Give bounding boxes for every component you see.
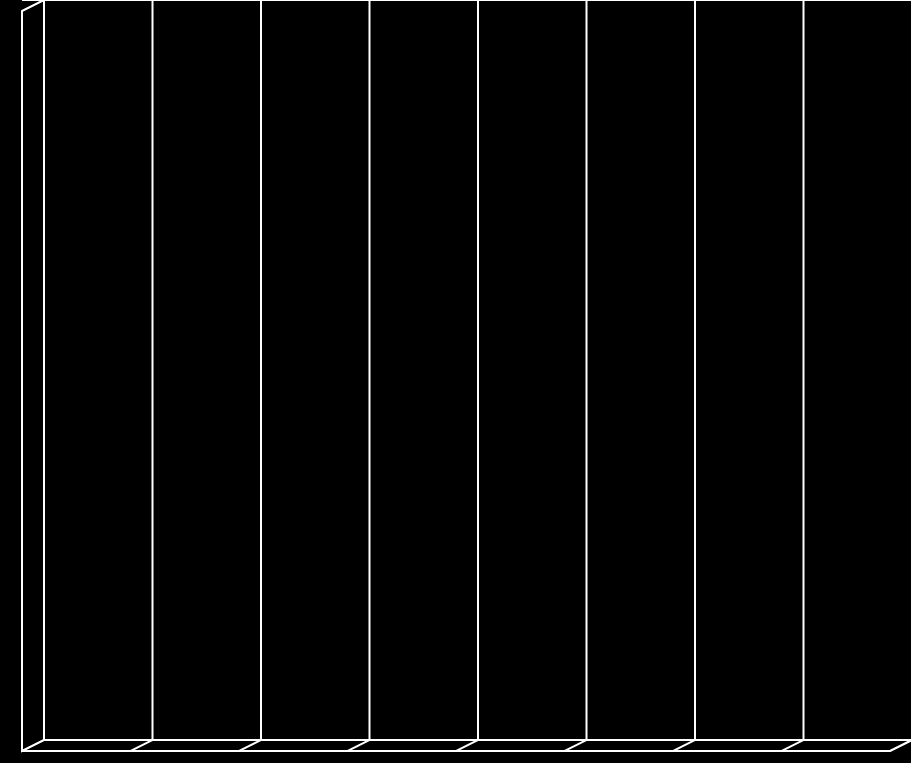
left-side-wall — [22, 0, 44, 751]
horizontal-3d-bar-chart — [0, 0, 911, 763]
